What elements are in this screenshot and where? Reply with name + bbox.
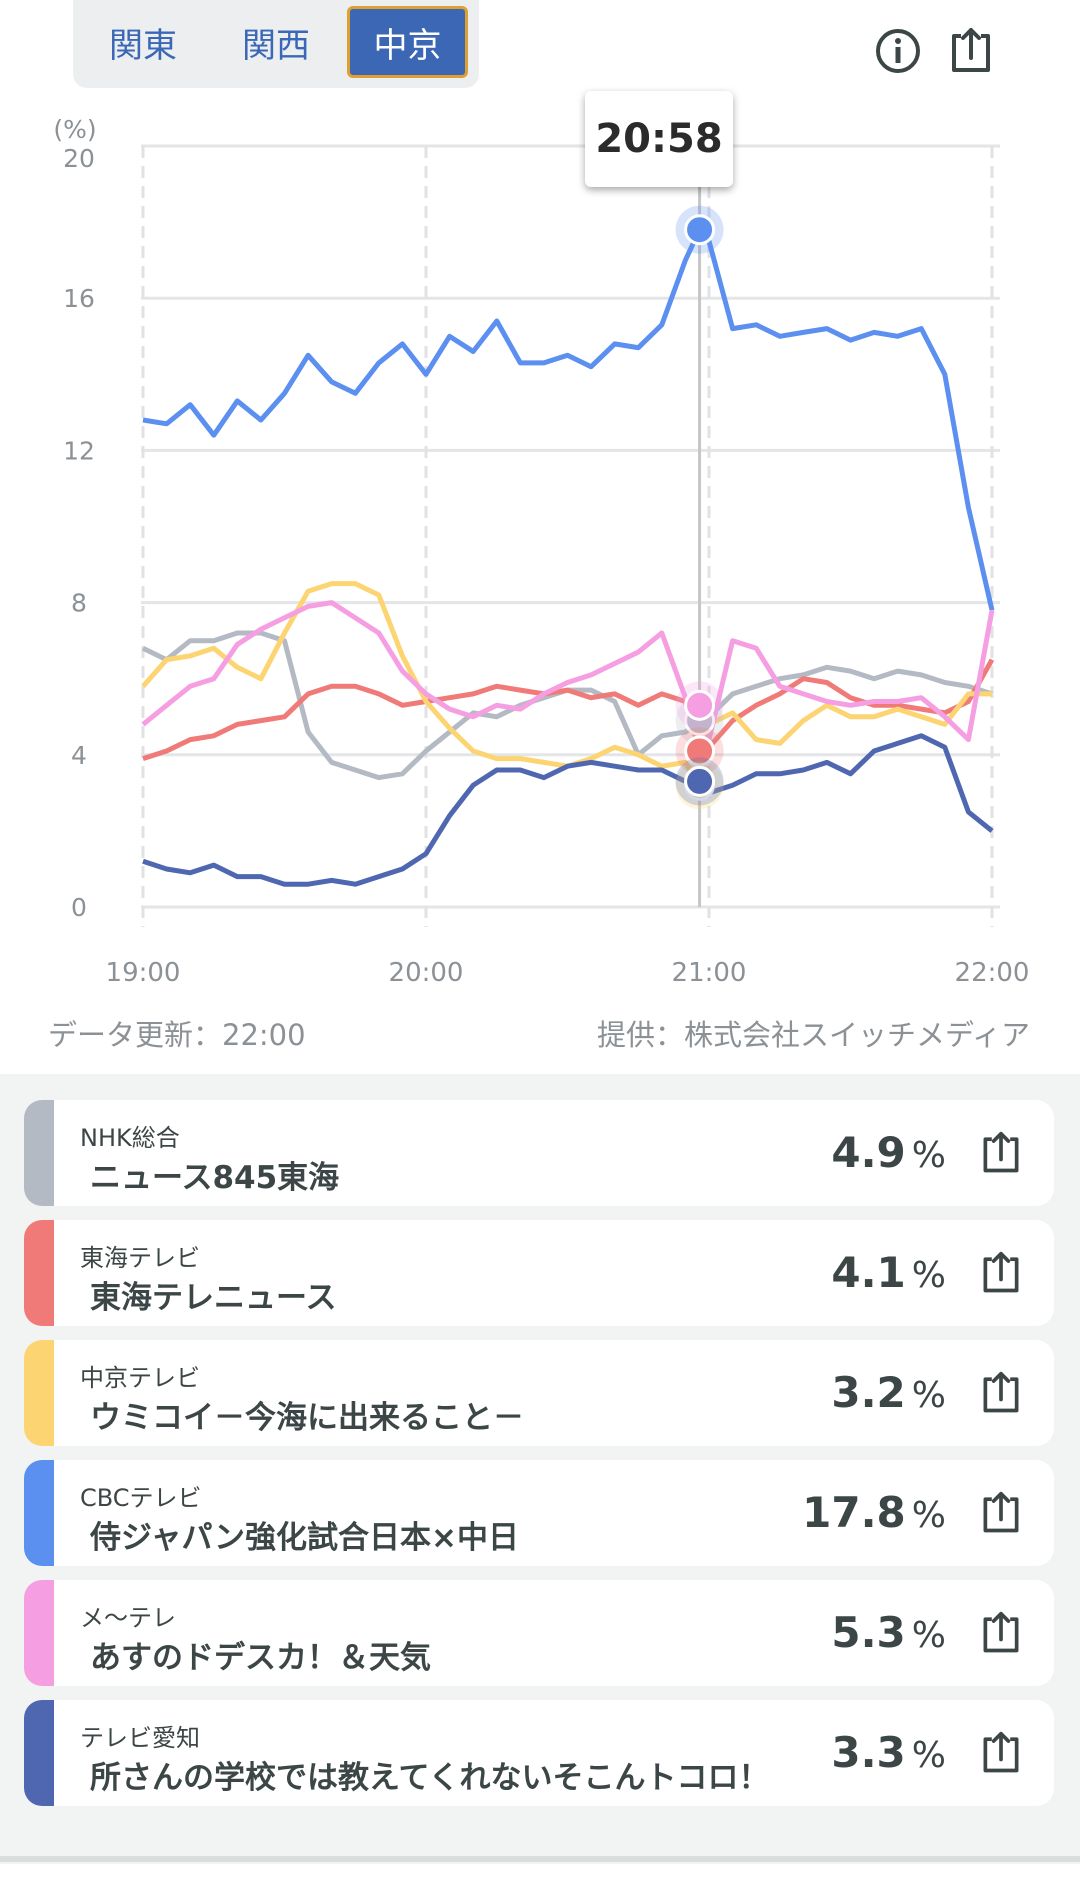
- channel-color-bar: [24, 1460, 54, 1566]
- channel-color-bar: [24, 1100, 54, 1206]
- x-tick-label: 22:00: [955, 958, 1030, 988]
- x-tick-label: 21:00: [672, 958, 747, 988]
- rating-number: 4.1: [831, 1248, 906, 1297]
- rating-chart[interactable]: (%) 0 4 8 12 16 20 19:00 20:00 21:00 22:00: [0, 0, 1080, 1000]
- rating-number: 3.2: [831, 1368, 906, 1417]
- rating-unit: %: [911, 1735, 946, 1776]
- program-card[interactable]: テレビ愛知 所さんの学校では教えてくれないそこんトコロ！ 3.3%: [24, 1700, 1054, 1806]
- rating-value: 3.2%: [831, 1368, 946, 1417]
- share-icon[interactable]: [978, 1250, 1024, 1296]
- series-line: [142, 658, 995, 761]
- program-list: NHK総合 ニュース845東海 4.9% 東海テレビ 東海テレニュース 4.1%…: [0, 1074, 1080, 1864]
- y-tick-label: 20: [63, 144, 95, 173]
- highlight-point: [684, 735, 716, 767]
- channel-color-bar: [24, 1340, 54, 1446]
- channel-name: CBCテレビ: [80, 1484, 202, 1512]
- rating-value: 4.1%: [831, 1248, 946, 1297]
- channel-name: テレビ愛知: [80, 1724, 200, 1752]
- rating-number: 3.3: [831, 1728, 906, 1777]
- y-tick-label: 8: [71, 589, 87, 618]
- program-title: ウミコイ－今海に出来ること－: [90, 1400, 524, 1436]
- rating-unit: %: [911, 1615, 946, 1656]
- channel-name: メ〜テレ: [80, 1604, 176, 1632]
- series-line: [142, 733, 994, 887]
- rating-unit: %: [911, 1135, 946, 1176]
- divider: [0, 1856, 1080, 1862]
- rating-unit: %: [911, 1375, 946, 1416]
- data-updated: データ更新：22:00: [48, 1018, 306, 1052]
- rating-value: 3.3%: [831, 1728, 946, 1777]
- y-tick-label: 4: [71, 741, 87, 770]
- rating-unit: %: [911, 1255, 946, 1296]
- channel-color-bar: [24, 1580, 54, 1686]
- rating-value: 5.3%: [831, 1608, 946, 1657]
- region-tabs: 関東 関西 中京: [73, 0, 479, 88]
- share-icon[interactable]: [978, 1130, 1024, 1176]
- y-tick-label: 12: [63, 436, 95, 465]
- x-tick-label: 20:00: [389, 958, 464, 988]
- program-card[interactable]: メ〜テレ あすのドデスカ！＆天気 5.3%: [24, 1580, 1054, 1686]
- tab-chukyo[interactable]: 中京: [347, 6, 468, 78]
- channel-name: NHK総合: [80, 1124, 180, 1152]
- share-icon[interactable]: [978, 1370, 1024, 1416]
- rating-number: 5.3: [831, 1608, 906, 1657]
- data-provider: 提供：株式会社スイッチメディア: [597, 1018, 1030, 1052]
- program-card[interactable]: 中京テレビ ウミコイ－今海に出来ること－ 3.2%: [24, 1340, 1054, 1446]
- rating-unit: %: [911, 1495, 946, 1536]
- rating-number: 4.9: [831, 1128, 906, 1177]
- share-icon[interactable]: [978, 1490, 1024, 1536]
- share-icon[interactable]: [946, 26, 996, 76]
- time-tooltip: 20:58: [585, 91, 733, 187]
- highlight-point: [684, 689, 716, 721]
- series-line: [141, 630, 993, 781]
- channel-color-bar: [24, 1220, 54, 1326]
- y-tick-label: 16: [63, 284, 95, 313]
- channel-name: 中京テレビ: [80, 1364, 200, 1392]
- program-card[interactable]: NHK総合 ニュース845東海 4.9%: [24, 1100, 1054, 1206]
- program-title: 侍ジャパン強化試合日本×中日: [90, 1520, 519, 1556]
- program-title: 所さんの学校では教えてくれないそこんトコロ！: [90, 1760, 770, 1796]
- program-title: あすのドデスカ！＆天気: [90, 1640, 431, 1676]
- tab-kanto[interactable]: 関東: [109, 25, 177, 66]
- program-title: ニュース845東海: [90, 1160, 340, 1196]
- share-icon[interactable]: [978, 1610, 1024, 1656]
- series-line: [142, 227, 995, 611]
- channel-color-bar: [24, 1700, 54, 1806]
- rating-value: 4.9%: [831, 1128, 946, 1177]
- info-icon[interactable]: [873, 26, 923, 76]
- program-title: 東海テレニュース: [90, 1280, 337, 1316]
- x-tick-label: 19:00: [106, 958, 181, 988]
- highlight-point: [684, 765, 716, 797]
- tab-kansai[interactable]: 関西: [242, 25, 310, 66]
- program-card[interactable]: 東海テレビ 東海テレニュース 4.1%: [24, 1220, 1054, 1326]
- series-line: [141, 600, 995, 743]
- channel-name: 東海テレビ: [80, 1244, 200, 1272]
- rating-value: 17.8%: [802, 1488, 946, 1537]
- program-card[interactable]: CBCテレビ 侍ジャパン強化試合日本×中日 17.8%: [24, 1460, 1054, 1566]
- y-axis-unit: (%): [53, 115, 96, 144]
- y-tick-label: 0: [71, 893, 87, 922]
- rating-number: 17.8: [802, 1488, 906, 1537]
- highlight-point: [684, 214, 716, 246]
- share-icon[interactable]: [978, 1730, 1024, 1776]
